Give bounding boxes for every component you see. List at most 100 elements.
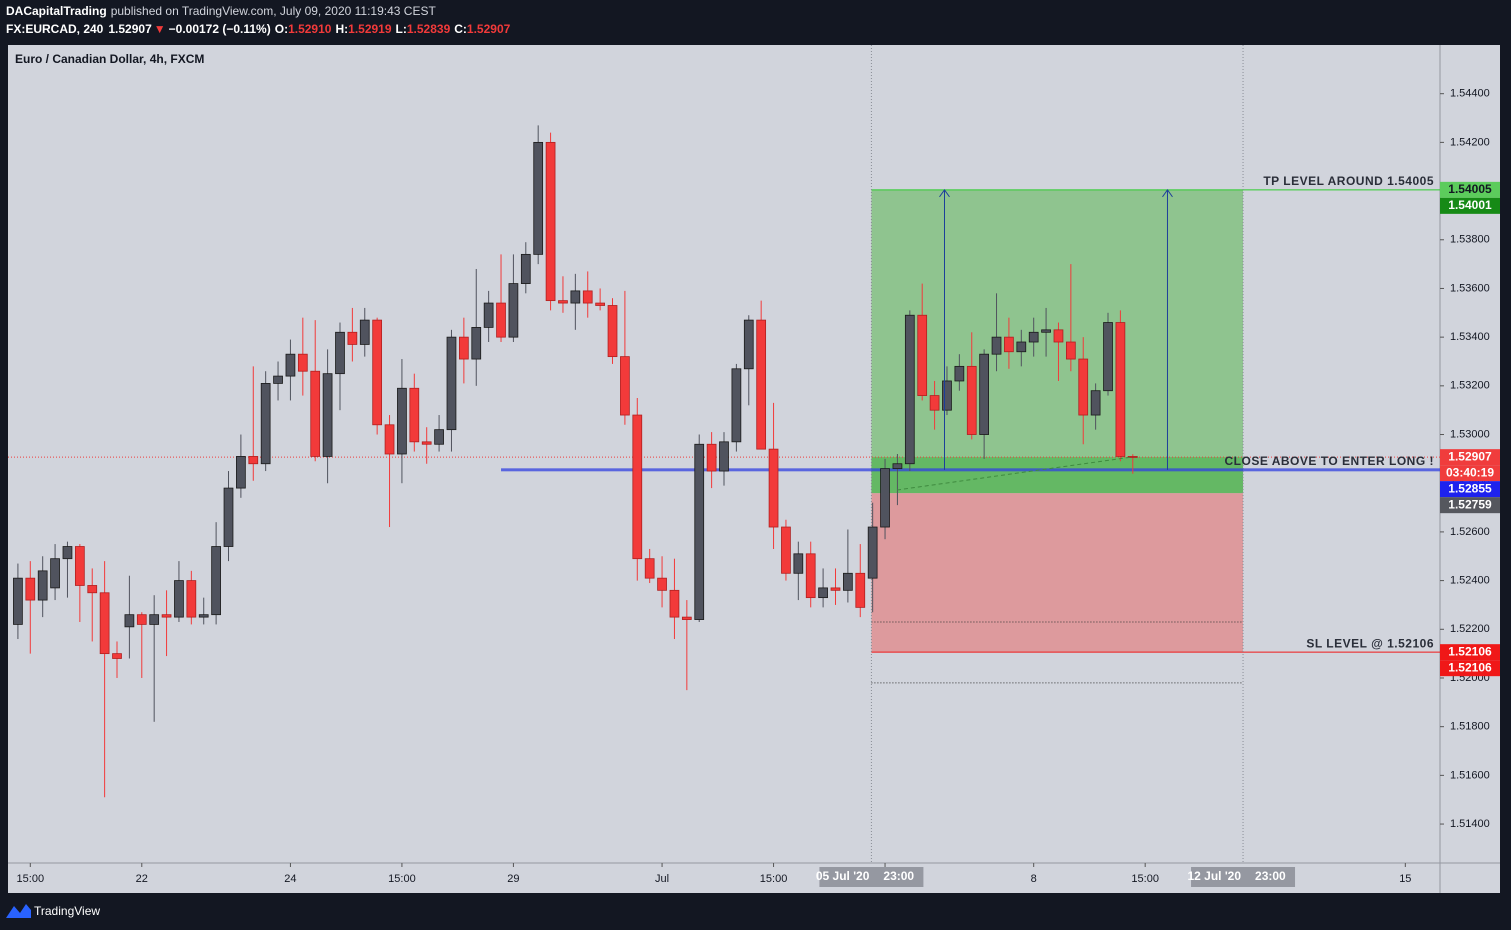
candle-body <box>1053 329 1064 343</box>
candle-body <box>1004 336 1014 353</box>
time-marker-bg <box>819 867 924 887</box>
candle-body <box>310 370 321 457</box>
candle-body <box>50 558 60 589</box>
ohlc-value: 1.52839 <box>407 22 451 36</box>
plot: TP LEVEL AROUND 1.54005 CLOSE ABOVE TO EN… <box>8 45 1440 863</box>
candle-body <box>632 414 643 560</box>
change: −0.00172 (−0.11%) <box>169 22 271 36</box>
candle-body <box>904 314 915 465</box>
logo <box>6 904 31 918</box>
loss-zone <box>871 493 1244 653</box>
candle-body <box>669 589 680 618</box>
annotation: CLOSE ABOVE TO ENTER LONG ! <box>1224 454 1434 468</box>
price-label-bg <box>1440 449 1500 466</box>
candle-body <box>347 331 358 345</box>
candle-body <box>397 387 407 455</box>
candle-body <box>1090 390 1101 416</box>
symbol-line: FX:EURCAD, 240 1.52907 ▼ −0.00172 (−0.11%) O… <box>6 22 511 36</box>
candle-body <box>582 290 593 304</box>
symbol: FX:EURCAD, 240 <box>6 22 104 36</box>
candle-body <box>719 441 729 472</box>
time-marker-date: 12 Jul '20 <box>1187 869 1241 883</box>
candle-body <box>793 553 804 574</box>
candle-body <box>1103 322 1113 392</box>
logo-icon <box>6 904 31 918</box>
price-label: 1.54005 <box>1448 182 1492 196</box>
price-label: 1.52106 <box>1448 644 1492 658</box>
candle-body <box>359 319 370 345</box>
candle-body <box>297 353 308 372</box>
ohlc-key: O: <box>275 22 288 36</box>
candle-body <box>694 443 705 620</box>
price-label-bg <box>1440 181 1500 198</box>
y-tick-label: 1.51600 <box>1450 769 1490 781</box>
candle-body <box>161 614 172 618</box>
chart-title: Euro / Canadian Dollar, 4h, FXCM <box>15 52 204 66</box>
y-tick-label: 1.52400 <box>1450 575 1490 587</box>
candle-body <box>731 368 742 443</box>
y-tick-label: 1.53800 <box>1450 234 1490 246</box>
price-label: 1.54001 <box>1448 198 1492 212</box>
candle-body <box>942 380 952 411</box>
x-tick-label: 15:00 <box>760 873 788 885</box>
annotation: TP LEVEL AROUND 1.54005 <box>1263 174 1434 188</box>
candle-body <box>1065 341 1076 360</box>
candle-body <box>13 577 23 625</box>
candle-body <box>781 526 791 574</box>
candle-body <box>372 319 383 426</box>
active-zone <box>871 457 1244 494</box>
candle-body <box>880 468 890 528</box>
x-tick-label: 15:00 <box>388 873 416 885</box>
candle-body <box>87 585 98 594</box>
candle-body <box>756 319 767 450</box>
publish-line: DACapitalTrading published on TradingView… <box>6 4 436 18</box>
candle-body <box>62 546 73 560</box>
candle-body <box>1127 456 1138 458</box>
candle-body <box>892 463 903 470</box>
price-label-bg <box>1440 197 1500 214</box>
candle-body <box>768 448 779 528</box>
candle-body <box>620 356 630 416</box>
price-label-bg <box>1440 465 1500 482</box>
ohlc-value: 1.52910 <box>288 22 332 36</box>
candle-body <box>409 387 420 443</box>
y-tick-label: 1.51800 <box>1450 721 1490 733</box>
candle-body <box>570 290 581 304</box>
candle-body <box>929 395 940 411</box>
ohlc-key: H: <box>335 22 348 36</box>
price-label-bg <box>1440 481 1500 498</box>
candle-body <box>496 302 506 338</box>
candle-body <box>335 331 345 375</box>
candle-body <box>1016 341 1027 353</box>
price-label-bg <box>1440 497 1500 514</box>
last-price: 1.52907 <box>108 22 152 36</box>
candle-body <box>471 327 482 360</box>
candle-body <box>855 572 866 608</box>
candle-body <box>520 253 531 284</box>
candle-body <box>285 353 296 377</box>
candle-body <box>273 375 283 384</box>
candle-body <box>533 141 544 255</box>
candle-body <box>384 424 395 455</box>
candle-body <box>657 577 667 591</box>
candle-body <box>25 577 36 601</box>
arrow-head <box>1162 188 1173 198</box>
candle-body <box>818 587 828 599</box>
candle-body <box>558 300 568 304</box>
candle-body <box>236 456 246 489</box>
y-tick-label: 1.52200 <box>1450 623 1490 635</box>
ohlc-value: 1.52919 <box>348 22 392 36</box>
ohlc-value: 1.52907 <box>467 22 511 36</box>
countdown: 03:40:19 <box>1446 465 1494 479</box>
candle-body <box>322 373 333 457</box>
y-tick-label: 1.53600 <box>1450 282 1490 294</box>
candle-body <box>607 305 618 358</box>
price-label: 1.52759 <box>1448 497 1492 511</box>
candle-body <box>1078 358 1089 416</box>
candle-body <box>434 429 444 445</box>
published: published on TradingView.com, July 09, 2… <box>111 4 437 18</box>
candle-body <box>1115 322 1126 457</box>
candle-body <box>966 365 977 435</box>
price-label-bg <box>1440 660 1500 677</box>
